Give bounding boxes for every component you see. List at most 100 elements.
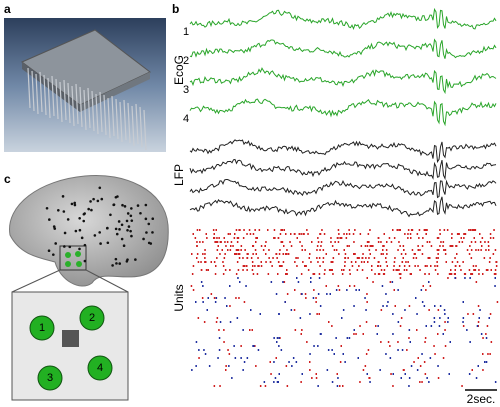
ecog-label: EcoG	[172, 55, 186, 85]
pin	[87, 87, 91, 129]
electrode-dot	[120, 223, 124, 227]
electrode-dot	[53, 227, 57, 230]
brain	[9, 174, 169, 287]
pin	[115, 98, 119, 140]
pin	[83, 89, 87, 131]
electrode-dot	[127, 225, 131, 228]
electrode-dot	[99, 242, 102, 245]
electrode-dot	[144, 203, 148, 207]
electrode-dot	[96, 199, 100, 203]
electrode-dot	[109, 213, 112, 217]
electrode-dot	[122, 244, 126, 247]
pin	[91, 90, 95, 132]
pin	[39, 71, 43, 113]
lfp-label: LFP	[172, 164, 186, 186]
electrode-dot	[123, 205, 127, 208]
pin	[27, 67, 31, 109]
panel-label: b	[172, 2, 179, 16]
pin	[143, 109, 147, 151]
electrode-dot	[87, 207, 90, 211]
electrode-dot	[100, 197, 104, 201]
electrode-dot	[93, 234, 97, 237]
trace	[189, 38, 497, 59]
trace	[189, 158, 497, 181]
electrode-dot	[147, 241, 151, 245]
pin	[71, 85, 75, 127]
electrode-dot	[83, 259, 87, 263]
electrode-number: 3	[47, 372, 53, 384]
electrode-number: 4	[97, 362, 103, 374]
electrode-dot	[126, 212, 130, 215]
channel-number: 2	[183, 55, 189, 67]
electrode-dot	[130, 219, 134, 222]
pin	[67, 82, 71, 124]
zoom-line	[11, 269, 61, 293]
trace	[189, 196, 497, 218]
electrode-dot	[52, 253, 55, 256]
electrode-dot	[83, 243, 87, 247]
electrode-dot	[106, 241, 110, 245]
electrode-dot	[78, 216, 81, 220]
electrode-dot	[57, 208, 60, 212]
electrode-dot	[48, 218, 51, 221]
trace	[189, 98, 497, 127]
electrode-marker	[65, 261, 71, 267]
pin	[135, 103, 139, 145]
electrode-dot	[114, 227, 118, 231]
pin	[123, 99, 127, 141]
trace	[189, 7, 497, 31]
trace	[189, 139, 497, 164]
pin	[103, 94, 107, 136]
panel-label: a	[4, 2, 11, 16]
pin	[63, 79, 67, 121]
electrode-dot	[63, 231, 67, 235]
pin	[139, 106, 143, 148]
electrode	[87, 355, 113, 381]
electrode-dot	[62, 210, 66, 213]
electrode-dot	[129, 214, 133, 218]
channel-number: 1	[183, 26, 189, 38]
electrode-marker	[75, 251, 81, 257]
reference	[62, 330, 79, 347]
electrode-dot	[61, 195, 65, 198]
pin	[75, 83, 79, 125]
electrode	[29, 315, 55, 341]
electrode-dot	[80, 236, 84, 240]
electrode-dot	[47, 249, 51, 252]
pin	[59, 81, 63, 123]
pin	[119, 101, 123, 143]
electrode-dot	[130, 207, 133, 210]
electrode-dot	[130, 234, 133, 238]
electrode-dot	[145, 231, 148, 234]
electrode-dot	[136, 204, 140, 207]
electrode-dot	[139, 211, 142, 215]
electrode-dot	[70, 202, 74, 206]
electrode-dot	[45, 206, 49, 210]
pin	[107, 97, 111, 139]
electrode-dot	[98, 186, 102, 190]
zoom-line	[85, 269, 129, 293]
electrode-dot	[126, 228, 129, 232]
electrode-dot	[115, 232, 119, 236]
electrode-dot	[134, 258, 137, 261]
electrode-dot	[118, 228, 121, 231]
electrode-dot	[151, 217, 155, 221]
electrode-dot	[74, 229, 78, 233]
scale-bar-label: 2sec.	[467, 392, 496, 406]
electrode-dot	[92, 197, 95, 201]
electrode-dot	[125, 260, 129, 263]
units-label: Units	[172, 284, 186, 311]
electrode-dot	[89, 200, 92, 203]
electrode-dot	[118, 262, 122, 265]
trace	[189, 179, 497, 199]
pin	[99, 91, 103, 133]
electrode-marker	[65, 252, 71, 258]
electrode-dot	[68, 245, 72, 249]
electrode-dot	[73, 203, 77, 207]
electrode-dot	[121, 203, 124, 207]
channel-number: 4	[183, 113, 189, 125]
pin	[111, 95, 115, 137]
electrode-dot	[116, 195, 119, 198]
pin	[47, 77, 51, 119]
electrode-dot	[106, 226, 109, 230]
